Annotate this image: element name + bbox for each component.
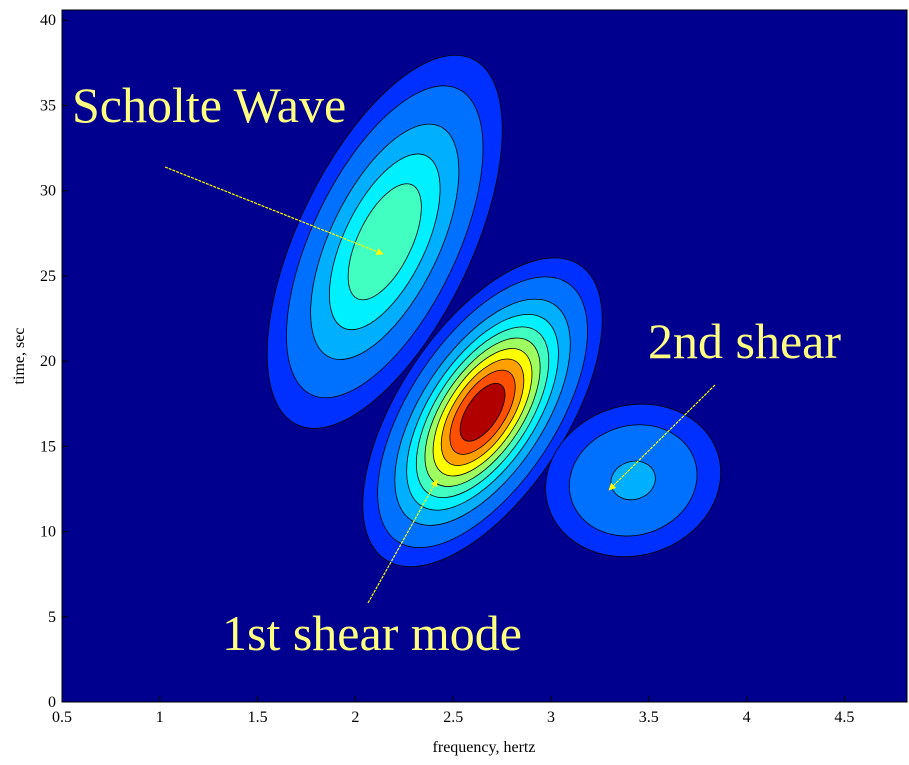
x-tick-label: 4.5 xyxy=(834,709,854,726)
x-tick-label: 4 xyxy=(743,709,751,726)
x-tick-label: 3 xyxy=(547,709,555,726)
axes: 0.5 1 1.5 2 2.5 3 3.5 4 4.5 0 5 10 15 20 25 30 35 40 xyxy=(40,9,908,726)
y-tick-label: 40 xyxy=(40,12,56,29)
x-axis-label: frequency, hertz xyxy=(433,739,536,756)
x-tick-label: 2.5 xyxy=(443,709,463,726)
annotation: Scholte Wave xyxy=(72,77,346,133)
x-tick-label: 3.5 xyxy=(639,709,659,726)
plot-frame xyxy=(61,9,908,703)
x-tick-label: 2 xyxy=(351,709,359,726)
annotation: 2nd shear xyxy=(648,313,841,369)
y-tick-label: 10 xyxy=(40,524,56,541)
contour-region xyxy=(459,382,506,442)
y-tick-label: 25 xyxy=(40,268,56,285)
y-axis-label: time, sec xyxy=(11,328,28,385)
contour-region xyxy=(347,183,422,301)
annotation: 1st shear mode xyxy=(222,605,522,661)
arrow xyxy=(608,384,716,491)
y-tick-label: 5 xyxy=(48,609,56,626)
y-tick-label: 35 xyxy=(40,97,56,114)
x-tick-label: 1.5 xyxy=(248,709,268,726)
arrow xyxy=(164,166,384,255)
contour-layer xyxy=(266,54,722,568)
y-tick-label: 30 xyxy=(40,183,56,200)
y-tick-label: 15 xyxy=(40,438,56,455)
y-tick-label: 20 xyxy=(40,353,56,370)
arrow xyxy=(367,479,438,604)
y-tick-label: 0 xyxy=(48,694,56,711)
x-tick-label: 1 xyxy=(156,709,164,726)
x-tick-label: 0.5 xyxy=(52,709,72,726)
